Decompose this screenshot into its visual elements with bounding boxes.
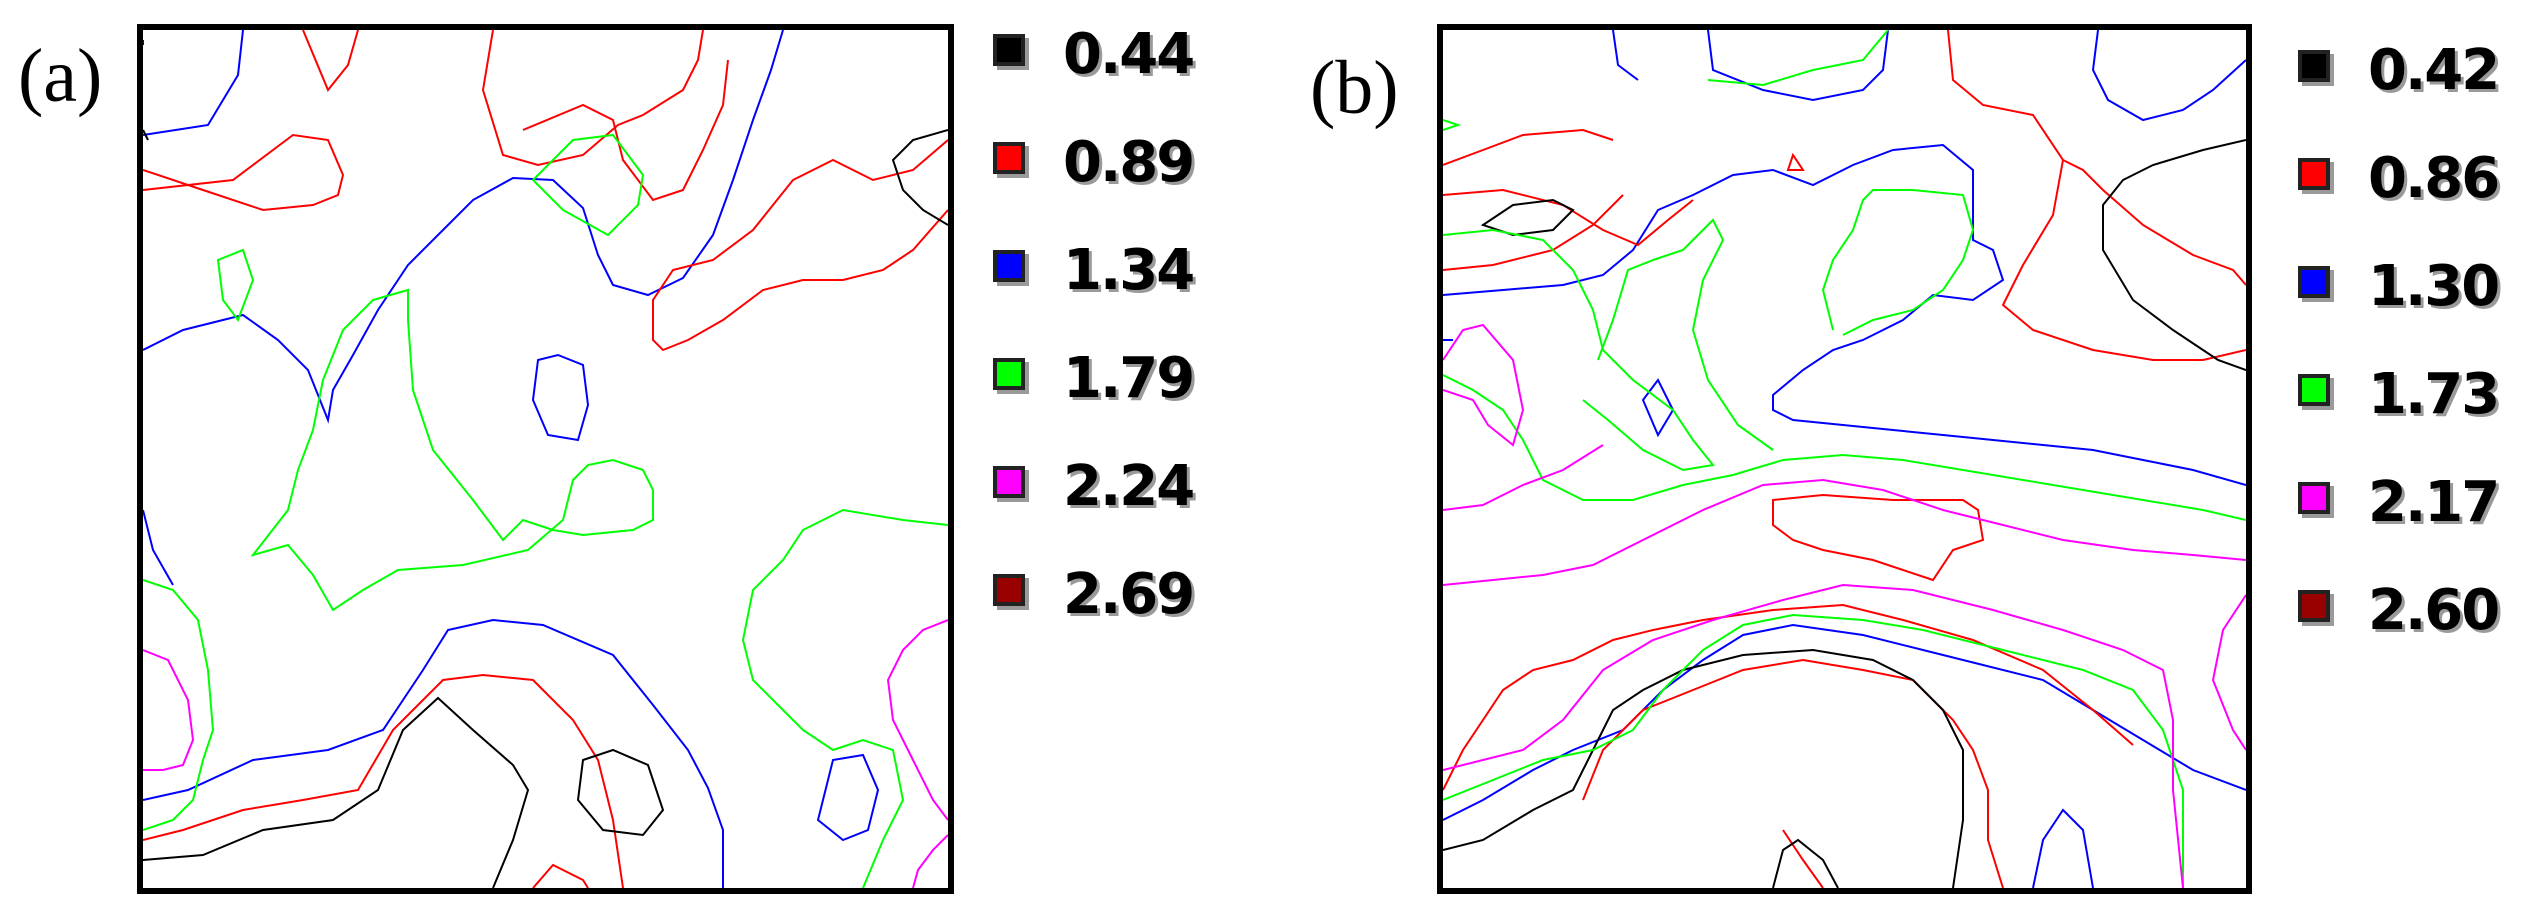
legend-swatch: [2298, 590, 2330, 622]
legend-value: 1.34: [1063, 238, 1195, 303]
contour-plot-b: [1437, 24, 2252, 894]
contour-line: [652, 139, 948, 352]
panel-label-a: (a): [18, 34, 103, 118]
legend-b: 0.42 0.86 1.30 1.73 2.17 2.60: [2290, 40, 2534, 688]
contour-line: [816, 753, 880, 842]
contour-line: [1597, 218, 1774, 451]
legend-swatch: [993, 358, 1025, 390]
contour-line: [143, 133, 345, 212]
contour-line: [143, 129, 149, 141]
legend-item: 0.89: [985, 132, 1245, 240]
contour-line: [1782, 829, 1824, 888]
legend-item: 2.24: [985, 456, 1245, 564]
contour-plot-a: [137, 24, 954, 894]
contour-line: [143, 509, 174, 586]
contour-line: [1786, 152, 1805, 171]
legend-swatch: [2298, 374, 2330, 406]
contour-line: [741, 508, 948, 888]
contour-line: [143, 579, 215, 831]
legend-swatch: [2298, 266, 2330, 298]
contour-line: [143, 673, 624, 888]
legend-item: 2.17: [2290, 472, 2534, 580]
legend-value: 2.17: [2368, 470, 2500, 535]
contour-line: [481, 30, 704, 167]
contour-line: [1947, 30, 2246, 361]
contour-line: [1772, 493, 1985, 582]
legend-item: 2.69: [985, 564, 1245, 672]
contour-lines-b: [1443, 30, 2246, 888]
contour-line: [2032, 808, 2094, 888]
contour-line: [2091, 30, 2246, 122]
legend-value: 2.24: [1063, 454, 1195, 519]
legend-swatch: [993, 250, 1025, 282]
legend-swatch: [993, 142, 1025, 174]
contour-line: [1443, 603, 2134, 791]
legend-value: 1.30: [2368, 254, 2500, 319]
contour-line: [2211, 594, 2246, 751]
contour-line: [1707, 30, 1889, 87]
legend-swatch: [993, 466, 1025, 498]
contour-line: [1612, 30, 1639, 81]
legend-value: 0.44: [1063, 22, 1195, 87]
contour-line: [531, 353, 590, 442]
contour-line: [216, 248, 255, 323]
contour-line: [143, 618, 724, 888]
contour-line: [1443, 323, 1525, 447]
contour-line: [1821, 189, 1975, 336]
contour-line: [886, 619, 948, 821]
legend-swatch: [2298, 482, 2330, 514]
legend-value: 0.86: [2368, 146, 2500, 211]
contour-line: [1443, 613, 2184, 888]
contour-line: [1443, 583, 2184, 888]
contour-line: [1582, 658, 2004, 888]
legend-value: 2.60: [2368, 578, 2500, 643]
contour-line: [531, 133, 645, 237]
contour-line: [2102, 139, 2246, 371]
contour-line: [302, 30, 359, 92]
contour-line: [143, 30, 784, 424]
contour-line: [891, 129, 948, 226]
contour-line: [1443, 228, 1715, 472]
contour-line: [143, 696, 530, 888]
contour-line: [1772, 838, 1839, 888]
legend-item: 1.30: [2290, 256, 2534, 364]
contour-lines-a: [143, 30, 948, 888]
contour-line: [1443, 143, 2246, 486]
contour-line: [1443, 444, 1604, 511]
legend-item: 0.42: [2290, 40, 2534, 148]
legend-swatch: [2298, 158, 2330, 190]
legend-value: 1.79: [1063, 346, 1195, 411]
legend-swatch: [2298, 50, 2330, 82]
contour-line: [1443, 648, 1964, 888]
legend-value: 2.69: [1063, 562, 1195, 627]
contour-line: [143, 649, 195, 771]
legend-swatch: [993, 34, 1025, 66]
contour-line: [522, 59, 729, 202]
legend-swatch: [993, 574, 1025, 606]
contour-line: [2062, 159, 2246, 286]
contour-line: [1443, 128, 1614, 166]
legend-item: 1.79: [985, 348, 1245, 456]
contour-line: [250, 288, 654, 612]
contour-line: [1443, 119, 1462, 131]
legend-value: 1.73: [2368, 362, 2500, 427]
contour-line: [912, 834, 948, 888]
legend-item: 2.60: [2290, 580, 2534, 688]
legend-value: 0.89: [1063, 130, 1195, 195]
legend-item: 1.73: [2290, 364, 2534, 472]
legend-item: 0.44: [985, 24, 1245, 132]
panel-label-b: (b): [1310, 46, 1399, 130]
contour-line: [1443, 478, 2246, 586]
legend-value: 0.42: [2368, 38, 2500, 103]
contour-line: [143, 30, 244, 136]
legend-item: 0.86: [2290, 148, 2534, 256]
contour-line: [576, 748, 665, 837]
legend-a: 0.44 0.89 1.34 1.79 2.24 2.69: [985, 24, 1245, 672]
contour-line: [1443, 374, 2246, 521]
legend-item: 1.34: [985, 240, 1245, 348]
contour-line: [1443, 188, 1694, 247]
contour-line: [532, 863, 589, 888]
contour-line: [1707, 30, 1889, 102]
